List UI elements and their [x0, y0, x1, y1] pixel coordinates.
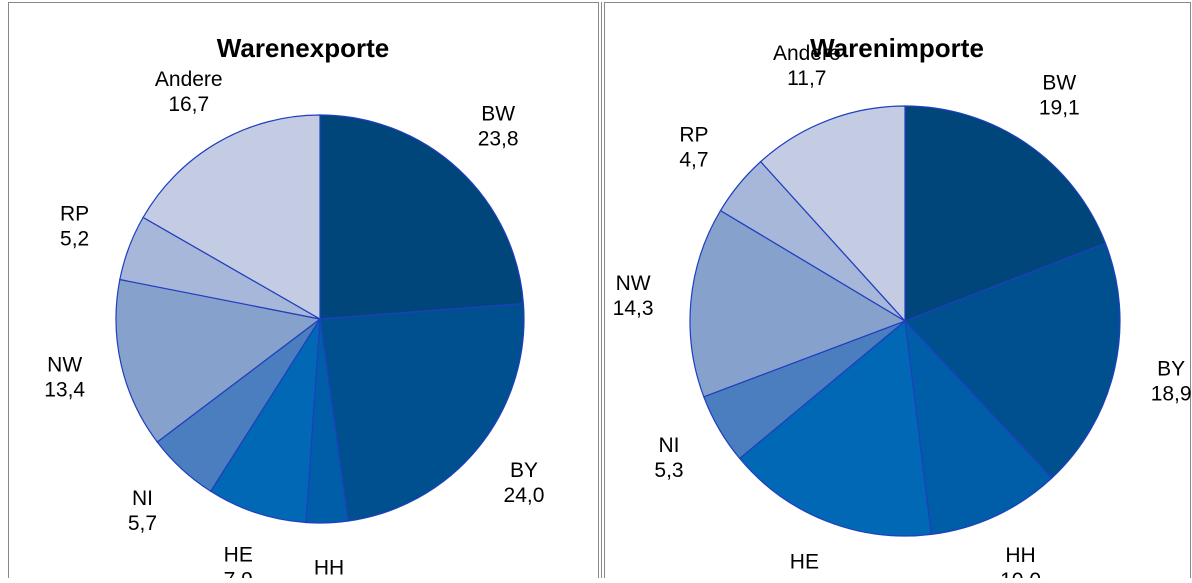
- slice-label: HE: [790, 550, 819, 573]
- pie-slice: [689, 209, 907, 398]
- slice-label: NI: [132, 487, 153, 510]
- slice-label: NW: [47, 353, 82, 376]
- pie-slice: [319, 114, 525, 320]
- slice-value: 16,7: [168, 93, 209, 116]
- slice-label: HH: [1005, 544, 1035, 567]
- slice-value: 7,9: [224, 568, 253, 578]
- slice-value: 5,3: [654, 459, 683, 482]
- slice-label: HH: [314, 556, 344, 578]
- slice-label: HE: [224, 543, 253, 566]
- chart-title: Warenexporte: [217, 33, 389, 63]
- slice-value: 14,3: [613, 297, 654, 320]
- pie-slice: [903, 242, 1121, 479]
- pie-slice: [115, 278, 322, 443]
- slice-value: 4,7: [679, 148, 708, 171]
- chart-title: Warenimporte: [810, 33, 984, 63]
- slice-label: NI: [659, 434, 680, 457]
- slice-value: 5,7: [128, 512, 157, 535]
- slice-label: BY: [510, 459, 538, 482]
- slice-value: 11,7: [787, 67, 826, 90]
- slice-label: Andere: [155, 68, 223, 91]
- pie-slice: [209, 318, 321, 524]
- slice-label: NW: [616, 272, 651, 295]
- pie-slice: [759, 105, 906, 323]
- slice-value: 13,4: [44, 378, 85, 401]
- slice-value: 18,9: [1151, 382, 1192, 405]
- slice-label: RP: [60, 203, 89, 226]
- slice-value: 10,0: [1000, 569, 1041, 578]
- pie-slice: [142, 114, 321, 321]
- pie-slice: [738, 319, 932, 537]
- slice-value: 19,1: [1039, 96, 1080, 119]
- slice-label: RP: [679, 123, 708, 146]
- slice-label: Andere: [773, 42, 841, 65]
- slice-value: 24,0: [504, 484, 545, 507]
- slice-label: BW: [481, 102, 515, 125]
- slice-value: 5,2: [60, 228, 89, 251]
- slice-label: BY: [1157, 357, 1185, 380]
- slice-label: BW: [1042, 71, 1076, 94]
- slice-value: 23,8: [478, 127, 519, 150]
- pie-slice: [904, 319, 1053, 536]
- pie-slice: [319, 302, 525, 522]
- pie-slice: [904, 105, 1107, 322]
